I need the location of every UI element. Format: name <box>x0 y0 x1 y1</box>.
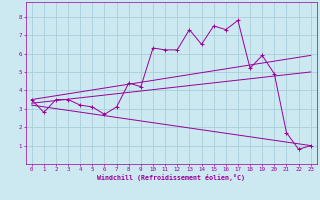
X-axis label: Windchill (Refroidissement éolien,°C): Windchill (Refroidissement éolien,°C) <box>97 174 245 181</box>
